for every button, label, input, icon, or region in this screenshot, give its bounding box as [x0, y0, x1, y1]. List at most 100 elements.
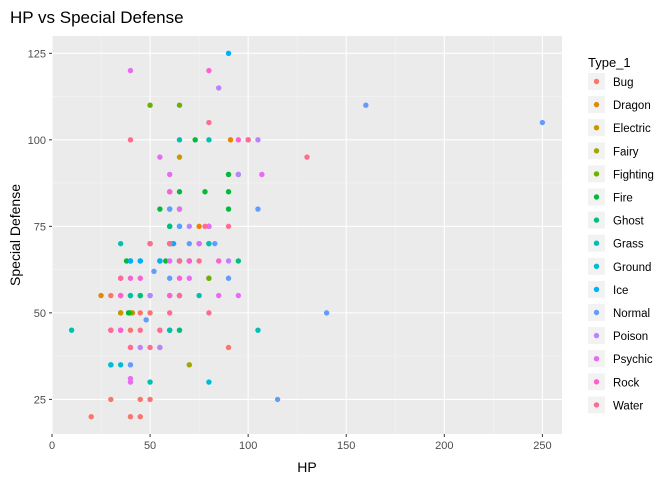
- data-point-water: [176, 258, 183, 264]
- data-point-water: [137, 327, 143, 333]
- data-point-bug: [147, 310, 153, 316]
- data-point-water: [147, 240, 153, 247]
- data-point-psychic: [127, 375, 134, 382]
- legend-swatch-poison: [593, 332, 600, 339]
- data-point-fighting: [176, 102, 183, 108]
- data-point-poison: [157, 344, 163, 351]
- data-point-normal: [212, 240, 218, 247]
- data-point-bug: [88, 413, 94, 420]
- data-point-water: [127, 344, 134, 351]
- data-point-fairy: [186, 362, 193, 368]
- legend-swatch-ice: [593, 286, 600, 293]
- data-point-psychic: [127, 67, 134, 74]
- data-point-normal: [151, 268, 157, 275]
- data-point-electric: [176, 154, 183, 160]
- data-point-ice: [225, 50, 232, 57]
- data-point-grass: [127, 292, 134, 299]
- data-point-ice: [157, 258, 163, 264]
- data-point-fire: [202, 189, 208, 195]
- legend-label-fairy: Fairy: [613, 146, 639, 158]
- legend-label-water: Water: [613, 400, 643, 412]
- data-point-water: [225, 223, 232, 230]
- data-point-psychic: [166, 171, 173, 178]
- data-point-bug: [225, 344, 232, 351]
- y-tick-label: 100: [28, 135, 46, 147]
- legend-swatch-fighting: [593, 171, 600, 177]
- chart-title: HP vs Special Defense: [10, 8, 184, 27]
- x-tick-label: 200: [435, 440, 453, 452]
- data-point-fire: [123, 258, 130, 264]
- major-gridlines: [51, 36, 562, 434]
- legend-swatch-psychic: [593, 356, 600, 362]
- legend-swatch-electric: [593, 125, 600, 131]
- plot-panel: [52, 36, 562, 434]
- data-point-ice: [127, 258, 134, 264]
- legend-label-normal: Normal: [613, 308, 650, 320]
- data-point-fighting: [147, 102, 153, 108]
- data-point-rock: [206, 67, 212, 74]
- data-point-fire: [225, 171, 232, 178]
- data-point-rock: [137, 275, 143, 281]
- data-point-water: [304, 154, 310, 160]
- data-point-rock: [117, 327, 124, 333]
- data-point-rock: [127, 275, 134, 281]
- data-point-water: [202, 223, 208, 230]
- data-point-rock: [117, 292, 124, 299]
- data-point-ice: [170, 240, 177, 247]
- data-point-bug: [137, 396, 143, 403]
- data-point-rock: [166, 189, 173, 195]
- x-tick-label: 0: [49, 440, 55, 452]
- data-point-ice: [137, 258, 143, 264]
- data-point-water: [176, 292, 183, 299]
- data-point-ghost: [166, 223, 173, 230]
- data-point-water: [245, 137, 251, 143]
- x-tick-label: 50: [144, 440, 156, 452]
- data-point-normal: [274, 396, 281, 403]
- data-point-water: [206, 310, 212, 316]
- data-point-rock: [166, 292, 173, 299]
- legend-swatch-rock: [593, 379, 600, 385]
- data-point-poison: [137, 344, 143, 351]
- data-point-dragon: [98, 292, 104, 299]
- data-point-ghost: [235, 258, 242, 264]
- x-axis-label: HP: [297, 459, 316, 475]
- legend-swatch-dragon: [593, 101, 600, 108]
- y-tick-label: 75: [34, 221, 46, 233]
- data-point-dragon: [196, 223, 202, 230]
- x-tick-label: 150: [337, 440, 355, 452]
- data-point-dragon: [227, 137, 234, 143]
- data-point-fire: [163, 258, 169, 264]
- legend-swatch-ghost: [593, 217, 600, 223]
- data-point-psychic: [259, 171, 265, 178]
- data-point-fire: [157, 206, 163, 212]
- minor-gridlines: [52, 36, 562, 434]
- data-point-ghost: [176, 327, 183, 333]
- data-point-bug: [137, 413, 143, 420]
- data-point-grass: [196, 292, 202, 299]
- x-tick-label: 250: [533, 440, 551, 452]
- data-point-poison: [255, 137, 261, 143]
- data-point-bug: [108, 396, 114, 403]
- data-point-grass: [176, 137, 183, 143]
- data-point-rock: [235, 137, 242, 143]
- data-points: [68, 50, 546, 420]
- data-point-grass: [255, 327, 261, 333]
- data-point-psychic: [196, 240, 202, 247]
- data-point-bug: [127, 327, 134, 333]
- data-point-fire: [125, 310, 132, 316]
- legend-label-dragon: Dragon: [613, 100, 651, 112]
- data-point-water: [117, 275, 124, 281]
- data-point-fire: [225, 206, 232, 212]
- data-point-bug: [137, 310, 143, 316]
- legend-items: Bug Dragon Electric Fairy Fighting Fire Ghost G…: [588, 73, 654, 414]
- data-point-psychic: [186, 275, 193, 281]
- data-point-rock: [216, 258, 222, 264]
- data-point-bug: [127, 413, 134, 420]
- data-point-psychic: [166, 258, 173, 264]
- legend-label-fighting: Fighting: [613, 169, 654, 181]
- legend-label-bug: Bug: [613, 77, 633, 89]
- y-tick-label: 25: [34, 394, 46, 406]
- legend-swatch-normal: [593, 309, 600, 316]
